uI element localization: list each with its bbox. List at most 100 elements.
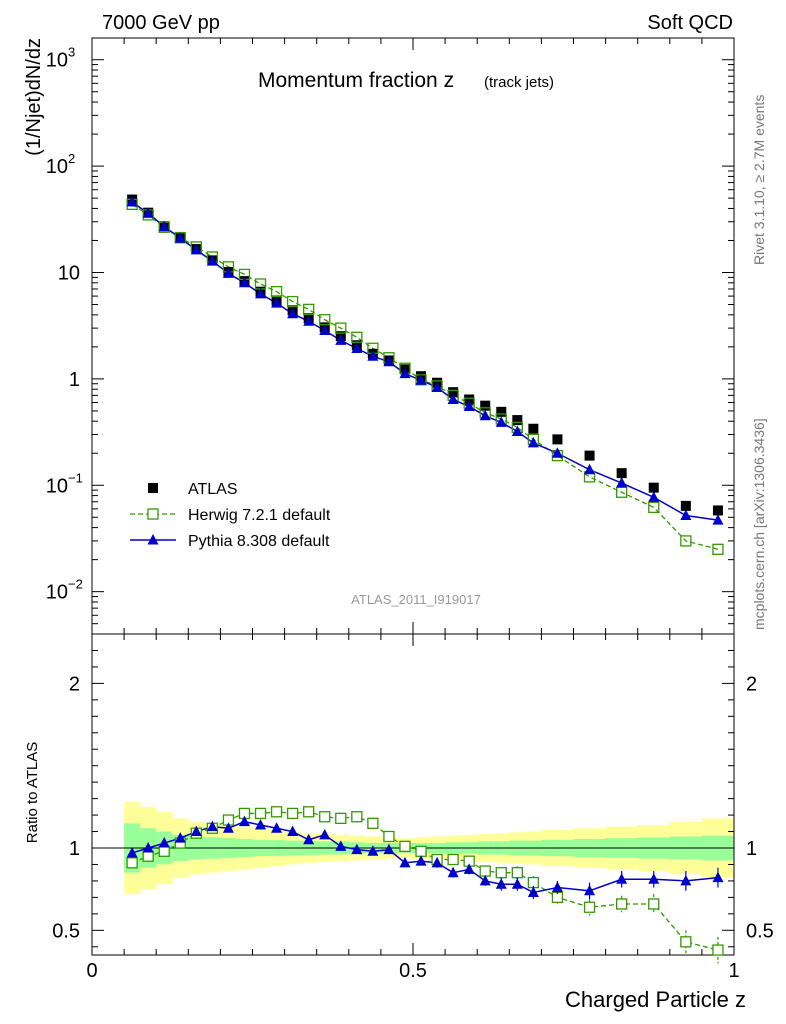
x-tick-label: 1 [728,960,739,982]
ratio-herwig-point [367,817,379,829]
ratio-herwig-point [351,811,363,823]
pythia-point [238,276,250,288]
pythia-point [319,324,331,335]
pythia-point [174,232,186,243]
ratio-herwig-point [616,898,628,910]
ratio-y-tick-label-right: 2 [746,673,757,695]
header-category-label: Soft QCD [647,12,733,34]
ratio-herwig-point [583,901,596,913]
y-tick-label: 10 [46,50,68,72]
ratio-herwig-point [126,857,138,869]
ratio-pythia-point [527,886,539,897]
atlas-point [496,406,507,417]
ratio-y-tick-label: 2 [69,673,80,695]
pythia-point [158,220,170,232]
pythia-point [287,307,299,319]
ratio-pythia-point [271,822,283,833]
ratio-pythia-point [222,822,234,833]
ratio-y-axis-label: Ratio to ATLAS [24,742,41,843]
atlas-point [552,434,563,445]
ratio-pythia-point [415,855,427,866]
legend-herwig-label: Herwig 7.2.1 default [188,507,331,524]
ratio-herwig-point [511,867,523,879]
pythia-point [495,416,507,427]
ratio-herwig-point [399,840,411,853]
pythia-point [712,514,724,525]
atlas-point [680,500,691,511]
y-tick-label: 10 [46,475,68,497]
ratio-herwig-point [648,898,660,910]
legend: ATLAS Herwig 7.2.1 default Pythia 8.308 de… [130,481,331,550]
herwig-point [648,501,660,514]
legend-herwig-marker [147,508,159,520]
atlas-point [528,423,539,434]
ratio-herwig-point [479,865,491,877]
pythia-point [447,393,459,405]
pythia-point [303,315,315,326]
atlas-point [616,468,627,479]
pythia-point [584,463,596,475]
ratio-y-tick-label-right: 1 [746,838,757,860]
pythia-point [479,409,491,421]
chart-title: Momentum fraction z [258,69,454,92]
pythia-point [511,425,523,437]
ratio-pythia-point [584,884,596,896]
ratio-pythia-point [158,837,170,848]
pythia-point [415,374,427,385]
y-tick-label-exponent: 2 [68,151,75,166]
ratio-pythia-point [206,820,218,832]
ratio-herwig-point [303,806,315,818]
y-tick-label: 10 [58,262,80,284]
pythia-point [206,255,218,266]
legend-pythia-label: Pythia 8.308 default [188,533,330,550]
ratio-pythia-point [383,843,395,855]
pythia-point [142,207,154,218]
ratio-panel: 2 2 1 1 0.5 0.5 0 0.5 1 Ratio to ATLAS Charged Par… [24,633,774,1012]
ratio-pythia-point [479,874,491,886]
ratio-pythia-point [335,840,347,851]
herwig-point [335,322,347,334]
y-tick-label: 1 [69,369,80,391]
y-tick-label-exponent: −1 [68,470,83,485]
pythia-point [190,243,202,255]
ratio-pythia-point [551,881,563,893]
pythia-point [616,477,628,488]
y-tick-label-exponent: 3 [68,45,75,60]
ratio-herwig-point [142,850,154,862]
atlas-point [512,415,523,426]
x-tick-label: 0 [86,960,97,982]
pythia-point [527,436,539,448]
ratio-pythia-point [255,818,267,830]
ratio-pythia-point [190,825,202,837]
ratio-frame [91,633,735,956]
atlas-point [712,505,723,516]
ratio-pythia-point [351,843,363,855]
ratio-pythia-point [447,866,459,878]
analysis-watermark: ATLAS_2011_I919017 [351,592,481,607]
ratio-y-tick-label: 0.5 [52,920,80,942]
pythia-point [431,381,443,392]
herwig-point [303,303,315,316]
pythia-point [383,355,395,367]
ratio-pythia-point [680,874,692,886]
ratio-pythia-point [142,842,154,853]
pythia-point [463,400,475,412]
ratio-herwig-point [319,811,331,823]
legend-atlas-marker [148,483,158,493]
pythia-point [351,342,363,354]
ratio-herwig-point [286,807,299,820]
ratio-herwig-point [495,867,507,879]
ratio-herwig-point [447,853,459,866]
pythia-point [680,509,692,520]
pythia-point [255,287,267,299]
ratio-pythia-point [399,856,411,868]
ratio-herwig-point [254,807,267,820]
pythia-point [648,491,660,502]
atlas-point [584,450,595,461]
ratio-pythia-point [648,873,660,884]
atlas-point [480,400,491,411]
pythia-point [335,334,347,345]
atlas-point [464,394,475,405]
y-tick-label-exponent: −2 [68,577,83,592]
